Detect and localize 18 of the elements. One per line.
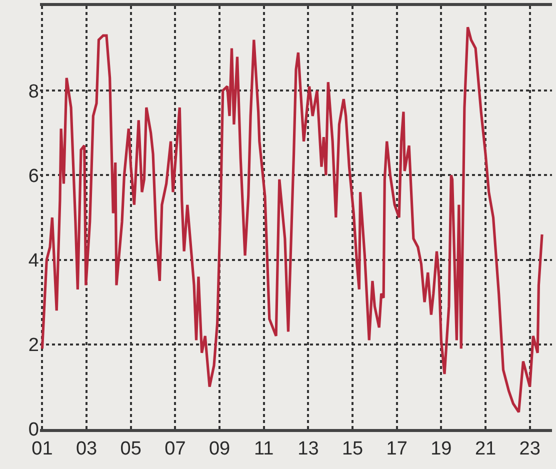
y-tick-label: 6	[28, 166, 39, 187]
x-tick-label: 09	[208, 438, 230, 460]
x-tick-label: 15	[342, 438, 364, 460]
x-tick-label: 13	[298, 438, 319, 460]
y-tick-label: 2	[28, 335, 39, 356]
x-tick-label: 19	[430, 438, 452, 460]
y-tick-label: 4	[28, 250, 40, 272]
x-tick-label: 23	[519, 438, 540, 460]
x-tick-label: 01	[32, 438, 53, 460]
x-tick-label: 21	[474, 438, 496, 460]
line-series	[40, 26, 544, 414]
x-tick-label: 17	[386, 438, 408, 460]
x-tick-label: 07	[164, 438, 186, 460]
y-tick-label: 8	[28, 81, 39, 102]
y-tick-label: 0	[28, 420, 39, 441]
x-tick-label: 05	[120, 438, 142, 460]
x-tick-label: 03	[76, 438, 98, 460]
x-tick-label: 11	[254, 438, 274, 460]
